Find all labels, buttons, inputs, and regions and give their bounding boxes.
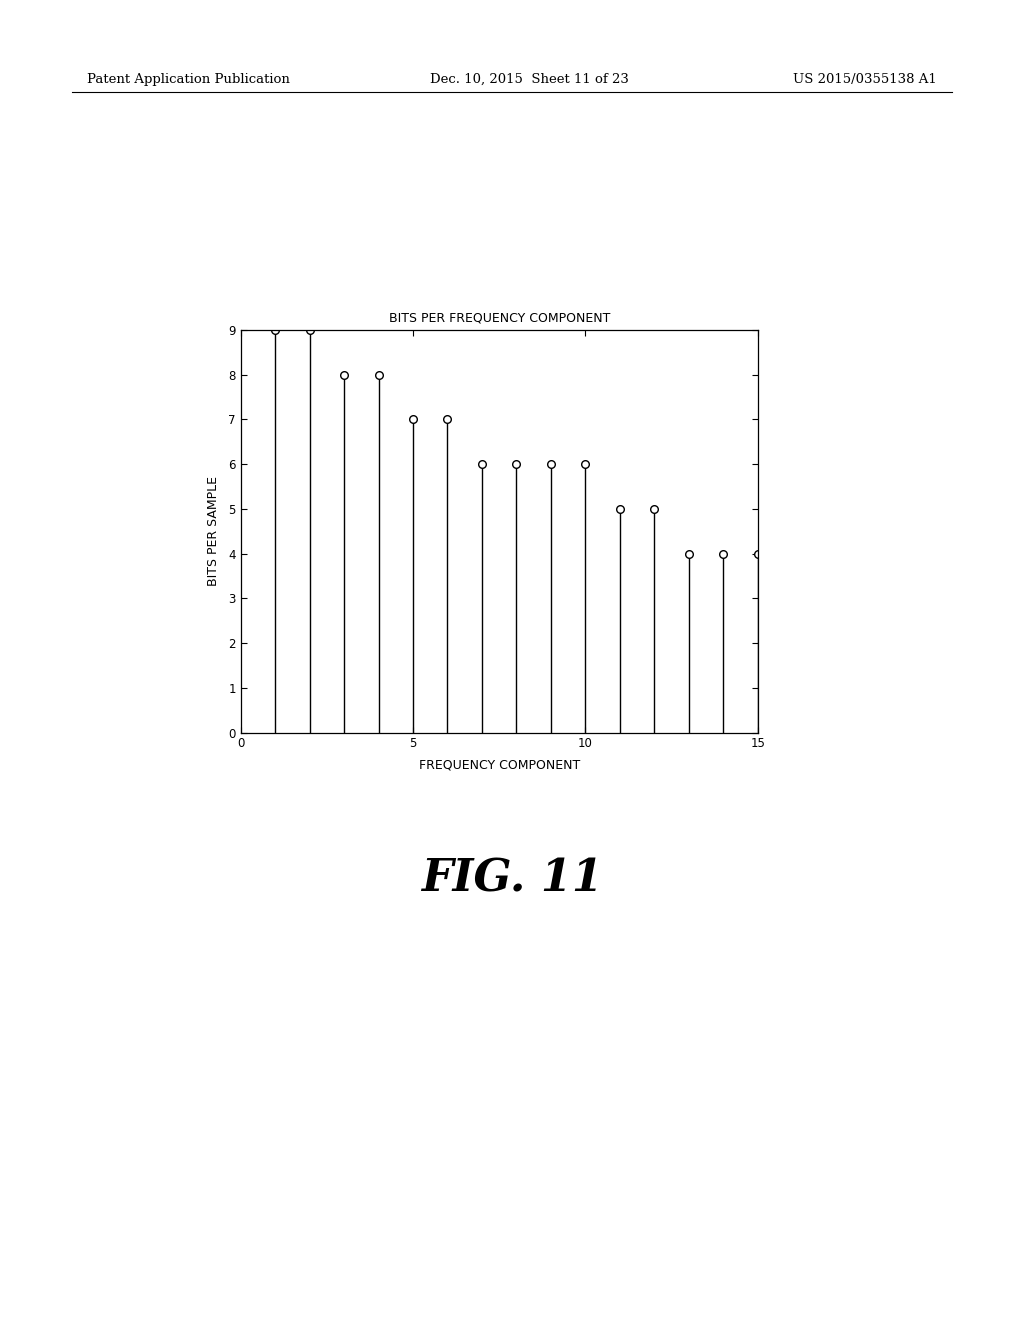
Text: Patent Application Publication: Patent Application Publication bbox=[87, 73, 290, 86]
Title: BITS PER FREQUENCY COMPONENT: BITS PER FREQUENCY COMPONENT bbox=[388, 312, 610, 325]
Y-axis label: BITS PER SAMPLE: BITS PER SAMPLE bbox=[207, 477, 220, 586]
Text: US 2015/0355138 A1: US 2015/0355138 A1 bbox=[794, 73, 937, 86]
X-axis label: FREQUENCY COMPONENT: FREQUENCY COMPONENT bbox=[419, 759, 580, 772]
Text: Dec. 10, 2015  Sheet 11 of 23: Dec. 10, 2015 Sheet 11 of 23 bbox=[430, 73, 629, 86]
Text: FIG. 11: FIG. 11 bbox=[421, 858, 603, 902]
